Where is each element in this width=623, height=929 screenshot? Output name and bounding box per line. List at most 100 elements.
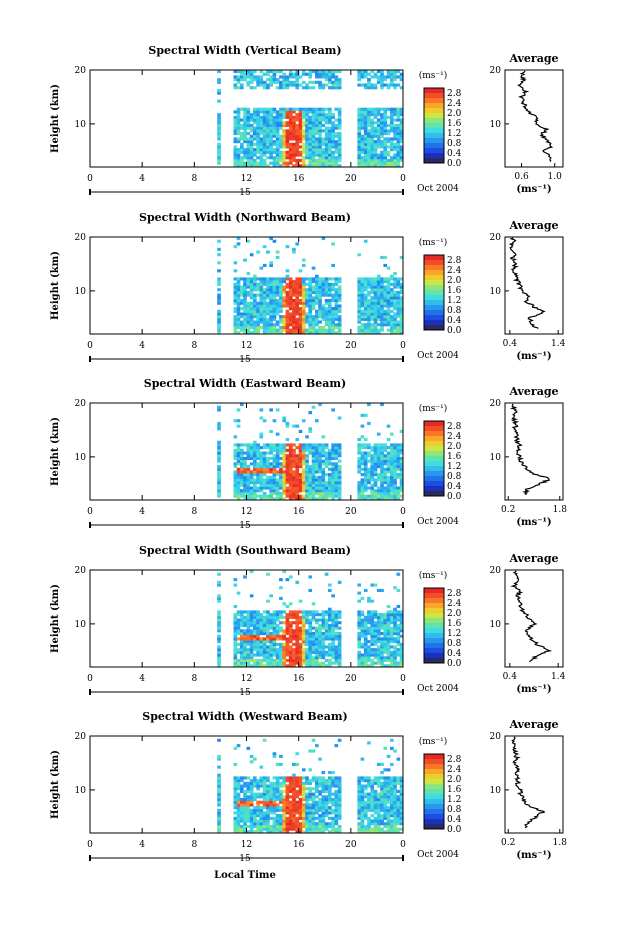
heatmap-cell [301,309,306,313]
heatmap-cell [305,153,309,157]
heatmap-cell [399,110,404,114]
heatmap-cell [301,610,306,614]
heatmap-cell [269,142,273,146]
heatmap-cell [269,277,273,281]
heatmap-cell [308,123,313,127]
heatmap-cell [256,475,260,479]
heatmap-cell [318,653,322,657]
heatmap-cell [373,288,378,292]
heatmap-cell [331,478,335,482]
heatmap-cell [380,312,384,316]
heatmap-cell [305,648,309,652]
heatmap-cell [373,317,378,321]
heatmap-cell [373,656,378,660]
heatmap-cell [357,470,362,474]
heatmap-cell [311,819,316,823]
heatmap-cell [301,795,306,799]
heatmap-cell [308,613,313,617]
heatmap-cell [282,800,287,804]
heatmap-cell [380,648,384,652]
heatmap-cell [305,486,309,490]
heatmap-cell [259,781,264,785]
heatmap-cell [390,78,394,82]
heatmap-cell [337,299,342,303]
heatmap-cell [337,779,342,783]
heatmap-cell [315,658,319,662]
heatmap-cell [328,121,332,125]
heatmap-cell [360,107,365,111]
heatmap-cell [256,129,260,133]
heatmap-cell [269,137,273,141]
heatmap-cell [240,824,244,828]
heatmap-cell [396,161,401,165]
heatmap-cell [301,454,306,458]
heatmap-cell [363,323,368,327]
heatmap-cell [337,288,342,292]
heatmap-cell [337,86,342,90]
heatmap-cell [328,164,332,168]
heatmap-cell [357,621,362,625]
heatmap-cell [311,822,316,826]
heatmap-cell [295,320,300,324]
heatmap-cell [266,164,270,168]
heatmap-cell [311,331,316,335]
heatmap-cell [308,134,313,138]
heatmap-cell [324,456,329,460]
heatmap-cell [363,164,368,168]
heatmap-cell [275,443,280,447]
heatmap-cell [328,779,332,783]
heatmap-cell [324,137,329,141]
heatmap-cell [295,309,300,313]
heatmap-cell [370,800,375,804]
heatmap-cell [370,789,375,793]
heatmap-cell [399,653,404,657]
heatmap-cell [376,161,381,165]
heatmap-cell [321,110,326,114]
heatmap-cell [383,443,388,447]
heatmap-cell [321,771,326,775]
heatmap-cell [337,648,342,652]
heatmap-cell [266,478,270,482]
heatmap-cell [360,323,365,327]
heatmap-cell [373,640,378,644]
heatmap-cell [331,123,335,127]
heatmap-cell [236,150,241,154]
heatmap-cell [292,328,296,332]
heatmap-cell [282,481,287,485]
heatmap-cell [233,129,238,133]
average-frame [504,569,564,668]
heatmap-cell [308,467,313,471]
heatmap-cell [240,475,244,479]
heatmap-cell [396,142,401,146]
heatmap-cell [288,483,293,487]
heatmap-cell [262,263,267,267]
heatmap-cell [253,440,257,444]
heatmap-cell [331,83,335,87]
heatmap-cell [217,754,221,758]
heatmap-cell [266,148,270,152]
heatmap-cell [279,806,283,810]
heatmap-cell [386,320,391,324]
heatmap-cell [315,640,319,644]
heatmap-cell [285,421,290,425]
heatmap-cell [236,446,241,450]
heatmap-cell [383,288,388,292]
heatmap-cell [246,465,251,469]
heatmap-cell [249,830,254,834]
heatmap-cell [367,161,371,165]
heatmap-cell [328,288,332,292]
heatmap-cell [370,161,375,165]
heatmap-cell [315,779,319,783]
heatmap-cell [380,494,384,498]
heatmap-cell [321,161,326,165]
heatmap-cell [334,470,339,474]
heatmap-cell [328,473,332,477]
heatmap-cell [240,164,244,168]
colorbar-tick-label: 2.4 [447,266,462,276]
heatmap-cell [266,610,270,614]
heatmap-cell [301,331,306,335]
heatmap-cell [272,618,277,622]
heatmap-cell [246,272,251,276]
heatmap-cell [331,299,335,303]
heatmap-cell [246,653,251,657]
